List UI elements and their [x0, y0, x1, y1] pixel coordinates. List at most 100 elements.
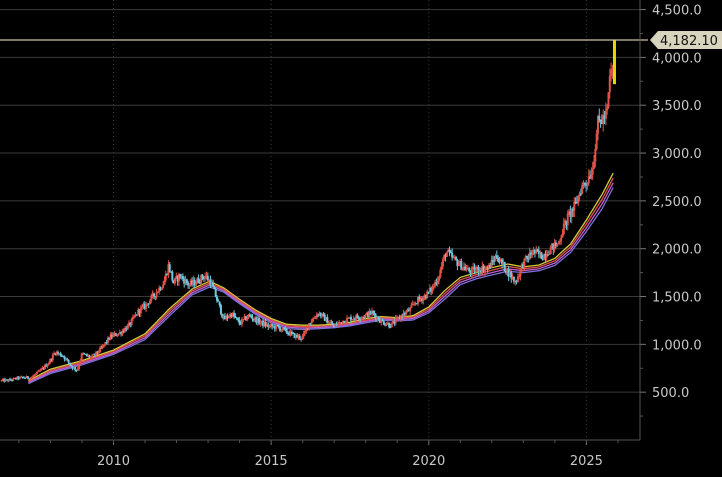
candle-up[interactable]: [263, 322, 266, 326]
candle-up[interactable]: [113, 333, 116, 335]
candle-up[interactable]: [8, 379, 11, 382]
candle-down[interactable]: [507, 268, 510, 277]
candle-up[interactable]: [20, 376, 23, 378]
candle-up[interactable]: [51, 354, 54, 361]
candle-down[interactable]: [181, 276, 184, 279]
candle-up[interactable]: [265, 324, 268, 327]
candle-up[interactable]: [205, 275, 208, 277]
candle-up[interactable]: [246, 318, 249, 321]
candle-up[interactable]: [478, 270, 481, 273]
candle-up[interactable]: [511, 276, 514, 279]
candle-up[interactable]: [452, 257, 455, 259]
candle-down[interactable]: [292, 333, 295, 335]
candle-up[interactable]: [397, 316, 400, 318]
candle-down[interactable]: [143, 304, 146, 309]
candle-down[interactable]: [537, 250, 540, 255]
candle-down[interactable]: [468, 267, 471, 272]
candle-down[interactable]: [522, 264, 525, 268]
candle-up[interactable]: [602, 115, 605, 124]
candle-down[interactable]: [293, 333, 296, 338]
candle-up[interactable]: [72, 367, 75, 369]
candle-up[interactable]: [117, 333, 120, 336]
candle-up[interactable]: [520, 264, 523, 269]
candle-down[interactable]: [512, 276, 515, 282]
candle-up[interactable]: [240, 319, 243, 325]
candle-down[interactable]: [284, 328, 287, 330]
candle-down[interactable]: [424, 295, 427, 299]
candle-down[interactable]: [233, 312, 236, 317]
candle-up[interactable]: [64, 358, 67, 360]
candle-down[interactable]: [489, 264, 492, 269]
candle-up[interactable]: [532, 249, 535, 254]
candle-up[interactable]: [416, 296, 419, 304]
candle-down[interactable]: [572, 208, 575, 211]
candle-down[interactable]: [252, 319, 255, 321]
candle-up[interactable]: [410, 304, 413, 308]
candle-up[interactable]: [376, 317, 379, 320]
candle-up[interactable]: [315, 314, 318, 318]
candle-up[interactable]: [18, 376, 21, 379]
candle-up[interactable]: [163, 280, 166, 285]
candle-up[interactable]: [577, 196, 580, 204]
candle-up[interactable]: [34, 373, 37, 375]
candle-up[interactable]: [472, 266, 475, 268]
candle-up[interactable]: [587, 176, 590, 184]
candle-down[interactable]: [382, 321, 385, 325]
candle-down[interactable]: [168, 264, 171, 272]
candle-down[interactable]: [460, 261, 463, 270]
candle-up[interactable]: [130, 319, 133, 326]
candle-up[interactable]: [411, 303, 414, 305]
candle-down[interactable]: [536, 249, 539, 251]
candle-up[interactable]: [256, 318, 259, 323]
candle-up[interactable]: [395, 317, 398, 319]
candle-up[interactable]: [431, 286, 434, 292]
candle-up[interactable]: [189, 280, 192, 286]
candle-down[interactable]: [185, 279, 188, 283]
candle-up[interactable]: [82, 353, 85, 355]
candle-up[interactable]: [516, 276, 519, 283]
candle-up[interactable]: [457, 264, 460, 267]
candle-up[interactable]: [269, 324, 272, 326]
candle-up[interactable]: [36, 371, 39, 374]
candle-down[interactable]: [353, 318, 356, 320]
candle-down[interactable]: [273, 325, 276, 329]
candle-down[interactable]: [197, 278, 200, 283]
candle-down[interactable]: [110, 334, 113, 337]
candle-up[interactable]: [550, 243, 553, 247]
candle-up[interactable]: [453, 257, 456, 259]
candle-up[interactable]: [591, 168, 594, 175]
candle-down[interactable]: [343, 320, 346, 324]
candle-down[interactable]: [569, 211, 572, 218]
candle-down[interactable]: [288, 333, 291, 336]
candle-up[interactable]: [610, 69, 613, 77]
candle-up[interactable]: [582, 182, 585, 185]
candle-down[interactable]: [322, 313, 325, 315]
candle-up[interactable]: [227, 316, 230, 318]
candle-down[interactable]: [456, 259, 459, 267]
candle-up[interactable]: [593, 161, 596, 169]
candle-down[interactable]: [3, 379, 6, 382]
candle-down[interactable]: [403, 313, 406, 315]
candle-up[interactable]: [46, 364, 49, 367]
candle-down[interactable]: [603, 115, 606, 119]
candle-down[interactable]: [230, 314, 233, 317]
candle-up[interactable]: [12, 378, 15, 381]
candle-up[interactable]: [539, 252, 542, 255]
candle-up[interactable]: [38, 370, 41, 372]
candle-down[interactable]: [251, 317, 254, 320]
candle-down[interactable]: [493, 260, 496, 262]
candle-up[interactable]: [272, 325, 275, 327]
candle-up[interactable]: [307, 323, 310, 330]
candle-up[interactable]: [243, 316, 246, 319]
candle-up[interactable]: [347, 317, 350, 319]
candle-up[interactable]: [158, 287, 161, 292]
candle-down[interactable]: [309, 323, 312, 325]
candle-down[interactable]: [170, 271, 173, 273]
candle-up[interactable]: [385, 324, 388, 326]
candle-up[interactable]: [314, 317, 317, 319]
candle-up[interactable]: [481, 265, 484, 273]
candle-up[interactable]: [0, 380, 3, 382]
candle-down[interactable]: [372, 311, 375, 314]
candle-down[interactable]: [497, 257, 500, 262]
candle-up[interactable]: [368, 311, 371, 318]
